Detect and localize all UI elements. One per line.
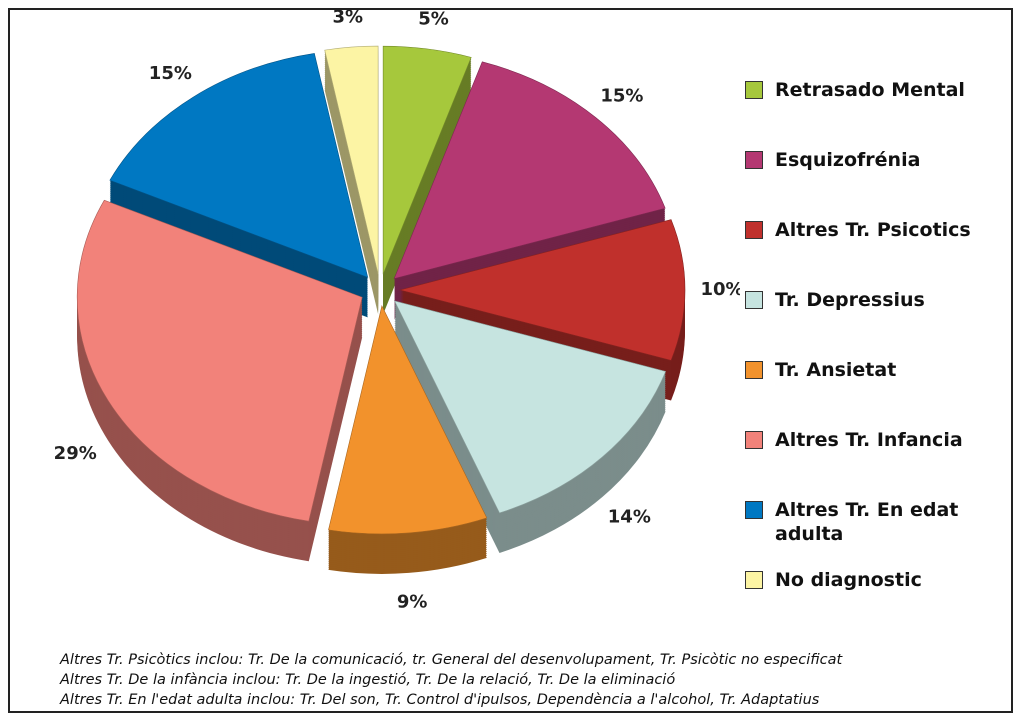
chart: 5% 15% 10% 14% 9% 29% 15% 3% — [54, 7, 740, 613]
slice-top — [382, 45, 472, 275]
note: Altres Tr. De la infància inclou: Tr. De… — [60, 672, 676, 688]
legend-swatch — [745, 221, 763, 239]
legend-item: Esquizofrénia — [745, 148, 995, 218]
legend-label: Altres Tr. Infancia — [775, 429, 963, 451]
legend-swatch — [745, 151, 763, 169]
legend-swatch — [745, 81, 763, 99]
note: Altres Tr. Psicòtics inclou: Tr. De la c… — [60, 652, 843, 668]
legend-label: Esquizofrénia — [775, 149, 921, 171]
slice — [394, 300, 667, 553]
legend-label: Tr. Ansietat — [775, 359, 897, 381]
data-label: 5% — [418, 9, 449, 30]
notes: Altres Tr. Psicòtics inclou: Tr. De la c… — [60, 650, 842, 710]
legend-swatch — [745, 501, 763, 519]
legend-label: No diagnostic — [775, 569, 922, 591]
data-label: 15% — [149, 63, 192, 84]
legend-item: No diagnostic — [745, 568, 995, 638]
legend-label: Altres Tr. Psicotics — [775, 219, 971, 241]
legend-swatch — [745, 431, 763, 449]
legend-item: Tr. Ansietat — [745, 358, 995, 428]
slice-top — [324, 45, 379, 275]
slice-top — [393, 61, 666, 280]
slice-top — [109, 53, 369, 278]
slice-top — [398, 219, 686, 361]
legend-swatch — [745, 291, 763, 309]
legend-label: Tr. Depressius — [775, 289, 925, 311]
slice — [324, 45, 379, 315]
note: Altres Tr. En l'edat adulta inclou: Tr. … — [60, 692, 820, 708]
slice — [398, 219, 686, 401]
data-label: 15% — [600, 86, 643, 107]
legend-label: Retrasado Mental — [775, 79, 965, 101]
legend-item: Retrasado Mental — [745, 78, 995, 148]
slice-top — [328, 305, 488, 535]
data-label: 9% — [397, 591, 428, 612]
slice — [109, 53, 369, 318]
slice — [76, 199, 363, 562]
slice-top — [76, 199, 363, 522]
legend-swatch — [745, 571, 763, 589]
data-label: 3% — [333, 7, 364, 28]
frame — [8, 8, 1013, 713]
legend-item: Altres Tr. Psicotics — [745, 218, 995, 288]
slice — [328, 305, 488, 574]
legend-swatch — [745, 361, 763, 379]
legend: Retrasado Mental Esquizofrénia Altres Tr. … — [745, 78, 995, 638]
legend-label: Altres Tr. En edat adulta — [775, 499, 959, 545]
legend-item: Altres Tr. En edat adulta — [745, 498, 995, 568]
legend-item: Tr. Depressius — [745, 288, 995, 358]
data-label: 10% — [701, 279, 740, 300]
data-label: 14% — [608, 506, 651, 527]
data-label: 29% — [54, 443, 97, 464]
legend-item: Altres Tr. Infancia — [745, 428, 995, 498]
slice-top — [394, 300, 667, 514]
